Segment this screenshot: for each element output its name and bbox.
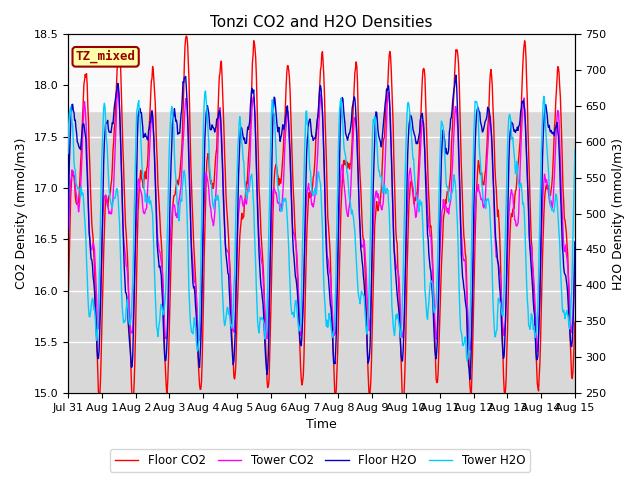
Tower H2O — [64, 151, 72, 156]
Line: Tower CO2: Tower CO2 — [68, 90, 575, 351]
Floor H2O — [402, 250, 410, 256]
Tower CO2 — [403, 236, 410, 242]
Floor CO2 — [403, 269, 411, 275]
Floor H2O — [64, 225, 72, 231]
Floor CO2 — [375, 203, 383, 208]
Tower CO2 — [64, 253, 72, 259]
Tower CO2 — [124, 281, 132, 287]
Floor CO2 — [262, 357, 270, 362]
Floor CO2 — [243, 181, 251, 187]
Tower CO2 — [533, 348, 541, 354]
Tower CO2 — [218, 126, 225, 132]
Title: Tonzi CO2 and H2O Densities: Tonzi CO2 and H2O Densities — [210, 15, 433, 30]
Y-axis label: CO2 Density (mmol/m3): CO2 Density (mmol/m3) — [15, 138, 28, 289]
Y-axis label: H2O Density (mmol/m3): H2O Density (mmol/m3) — [612, 138, 625, 289]
Legend: Floor CO2, Tower CO2, Floor H2O, Tower H2O: Floor CO2, Tower CO2, Floor H2O, Tower H… — [110, 449, 530, 472]
Tower CO2 — [262, 323, 269, 329]
Line: Floor CO2: Floor CO2 — [68, 36, 575, 405]
Floor H2O — [452, 72, 460, 78]
Floor H2O — [466, 376, 474, 382]
Tower CO2 — [243, 201, 250, 207]
Floor CO2 — [571, 319, 579, 325]
Floor H2O — [261, 342, 269, 348]
Bar — [68, 34, 575, 111]
Tower H2O — [463, 358, 471, 364]
Tower CO2 — [115, 87, 122, 93]
Floor CO2 — [218, 72, 226, 78]
Floor H2O — [571, 239, 579, 245]
Floor CO2 — [64, 308, 72, 314]
Tower H2O — [202, 88, 209, 94]
Line: Tower H2O: Tower H2O — [68, 91, 575, 361]
Line: Floor H2O: Floor H2O — [68, 75, 575, 379]
Tower H2O — [571, 147, 579, 153]
X-axis label: Time: Time — [306, 419, 337, 432]
Floor H2O — [217, 117, 225, 123]
Tower CO2 — [374, 191, 382, 197]
Floor CO2 — [129, 402, 136, 408]
Tower CO2 — [571, 263, 579, 269]
Tower H2O — [124, 297, 131, 302]
Floor H2O — [124, 303, 131, 309]
Floor CO2 — [182, 33, 190, 39]
Tower H2O — [374, 161, 382, 167]
Text: TZ_mixed: TZ_mixed — [76, 50, 136, 63]
Floor H2O — [374, 118, 381, 123]
Tower H2O — [403, 128, 410, 133]
Floor CO2 — [124, 255, 131, 261]
Floor H2O — [242, 141, 250, 146]
Tower H2O — [218, 260, 225, 265]
Tower H2O — [262, 334, 269, 339]
Tower H2O — [243, 196, 250, 202]
